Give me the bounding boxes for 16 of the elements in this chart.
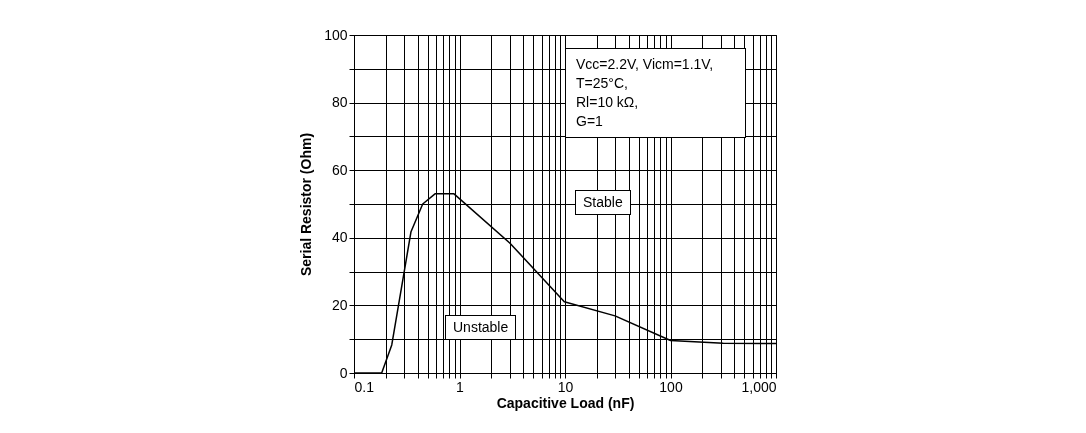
annotation: Vcc=2.2V, Vicm=1.1V, T=25°C, Rl=10 kΩ, G=1 — [565, 48, 746, 138]
y-tick-label: 0 — [339, 364, 348, 381]
y-axis-title: Serial Resistor (Ohm) — [298, 132, 315, 277]
x-tick-label: 1 — [456, 378, 465, 395]
y-tick-label: 40 — [331, 229, 348, 246]
x-tick-label: 0.1 — [354, 378, 375, 395]
annotation: Unstable — [445, 315, 517, 340]
x-tick-label: 10 — [557, 378, 574, 395]
y-tick-label: 60 — [331, 161, 348, 178]
y-tick-label: 100 — [324, 26, 348, 43]
x-tick-label: 100 — [659, 378, 683, 395]
annotation: Stable — [575, 190, 631, 215]
y-tick-label: 20 — [331, 296, 348, 313]
x-axis-title: Capacitive Load (nF) — [496, 394, 635, 411]
x-tick-label: 1,000 — [741, 378, 777, 395]
y-tick-label: 80 — [331, 94, 348, 111]
